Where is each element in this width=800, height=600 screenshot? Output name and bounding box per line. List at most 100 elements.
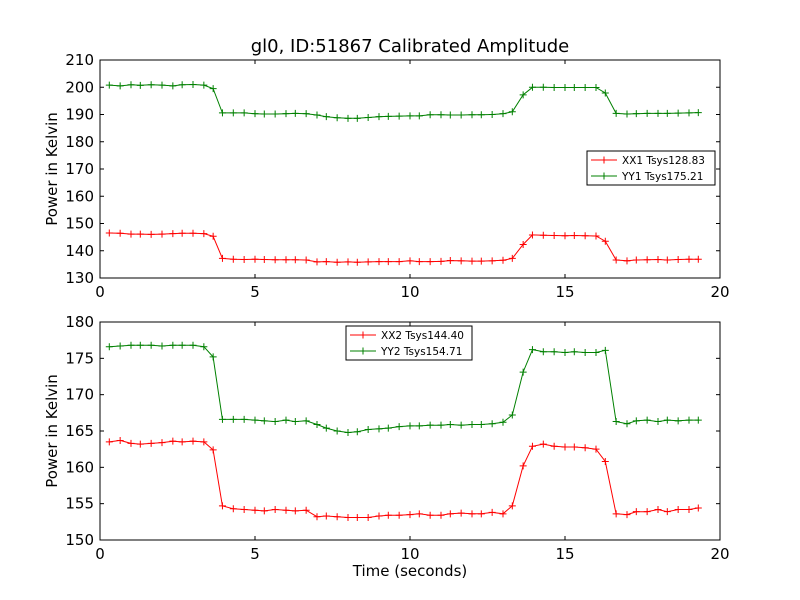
top-x-tick-label: 20 (710, 283, 729, 301)
top-y-tick-label: 200 (65, 78, 94, 96)
top-series-0-point (508, 254, 516, 262)
top-series-0-point (623, 257, 631, 265)
top-series-0-point (601, 237, 609, 245)
top-legend: XX1 Tsys128.83 YY1 Tsys175.21 (586, 150, 716, 186)
bottom-series-0-point (178, 438, 186, 446)
top-series-0-point (240, 255, 248, 263)
bottom-series-0-point (271, 505, 279, 513)
top-y-tick-label: 130 (65, 269, 94, 287)
bottom-series-1-point (158, 342, 166, 350)
bottom-series-0-point (685, 505, 693, 513)
bottom-series-0-point (302, 506, 310, 514)
bottom-x-tick-label: 20 (710, 545, 729, 563)
bottom-series-1-point (200, 343, 208, 351)
bottom-series-0-point (260, 507, 268, 515)
top-series-1-point (364, 113, 372, 121)
bottom-series-1-point (561, 349, 569, 357)
top-y-tick-label: 190 (65, 106, 94, 124)
bottom-series-0-point (189, 437, 197, 445)
bottom-series-0-point (364, 513, 372, 521)
bottom-series-1-point (260, 417, 268, 425)
bottom-series-0-point (528, 442, 536, 450)
top-plot-panel: 0 5 10 15 20 130 140 150 160 170 180 190 200 210 Powe… (43, 51, 730, 301)
bottom-series-0-point (499, 510, 507, 518)
top-series-line-0 (109, 232, 699, 263)
bottom-series-1-point (519, 368, 527, 376)
bottom-series-1-point (632, 417, 640, 425)
top-series-0-point (364, 258, 372, 266)
top-y-tick-label: 160 (65, 187, 94, 205)
top-legend-marker-xx1 (600, 156, 608, 164)
top-series-1-point (240, 109, 248, 117)
bottom-legend-marker-xx2 (359, 331, 367, 339)
top-series-0-point (147, 230, 155, 238)
bottom-series-1-point (375, 425, 383, 433)
bottom-series-1-point (499, 418, 507, 426)
bottom-series-0-point (169, 437, 177, 445)
top-y-axis-label: Power in Kelvin (43, 112, 61, 226)
top-series-0-point (395, 258, 403, 266)
top-series-0-point (674, 255, 682, 263)
bottom-y-tick-label: 170 (65, 386, 94, 404)
top-series-0-point (333, 258, 341, 266)
top-series-1-point (663, 109, 671, 117)
top-series-0-point (406, 257, 414, 265)
top-series-1-point (218, 109, 226, 117)
top-series-0-point (169, 230, 177, 238)
bottom-plot-frame (99, 321, 721, 541)
bottom-x-tick-label: 0 (95, 545, 105, 563)
bottom-series-1-point (694, 416, 702, 424)
top-series-1-point (415, 112, 423, 120)
bottom-y-tick-label: 175 (65, 349, 94, 367)
bottom-series-0-point (570, 443, 578, 451)
bottom-series-1-point (426, 421, 434, 429)
bottom-series-0-point (623, 511, 631, 519)
top-series-1-point (353, 114, 361, 122)
bottom-series-0-point (592, 445, 600, 453)
bottom-series-1-point (189, 341, 197, 349)
top-series-0-point (251, 255, 259, 263)
bottom-series-1-point (468, 420, 476, 428)
bottom-series-0-point (209, 446, 217, 454)
top-series-1-point (178, 81, 186, 89)
top-series-0-point (158, 230, 166, 238)
bottom-series-0-point (468, 510, 476, 518)
bottom-series-1-point (353, 428, 361, 436)
bottom-series-1-point (313, 420, 321, 428)
top-series-0-point (229, 255, 237, 263)
top-series-1-point (623, 110, 631, 118)
bottom-series-1-point (395, 423, 403, 431)
top-series-0-point (209, 232, 217, 240)
top-series-1-point (384, 112, 392, 120)
bottom-series-1-point (251, 416, 259, 424)
bottom-series-0-point (291, 507, 299, 515)
bottom-legend-label-yy2: YY2 Tsys154.71 (380, 346, 462, 358)
bottom-series-1-point (105, 343, 113, 351)
bottom-series-1-point (592, 349, 600, 357)
bottom-ticks-layer: 0 5 10 15 20 150 155 160 165 170 175 180 (65, 313, 729, 563)
bottom-series-0-point (477, 510, 485, 518)
bottom-legend-box (345, 325, 473, 361)
top-series-0-point (632, 256, 640, 264)
top-series-1-point (612, 109, 620, 117)
bottom-series-0-point (601, 458, 609, 466)
top-legend-label-xx1: XX1 Tsys128.83 (622, 155, 705, 167)
top-series-0-point (685, 255, 693, 263)
top-series-0-point (437, 257, 445, 265)
top-series-0-point (105, 229, 113, 237)
top-series-0-point (446, 257, 454, 265)
top-series-1-point (406, 112, 414, 120)
top-series-0-point (468, 257, 476, 265)
bottom-series-1-point (271, 418, 279, 426)
top-series-0-point (519, 240, 527, 248)
bottom-series-0-point (415, 510, 423, 518)
bottom-series-1-point (364, 426, 372, 434)
bottom-series-1-point (344, 428, 352, 436)
bottom-series-1-point (477, 420, 485, 428)
top-y-tick-label: 150 (65, 215, 94, 233)
bottom-series-1-point (508, 411, 516, 419)
bottom-y-tick-label: 165 (65, 422, 94, 440)
bottom-series-1-point (229, 415, 237, 423)
top-series-1-point (508, 108, 516, 116)
